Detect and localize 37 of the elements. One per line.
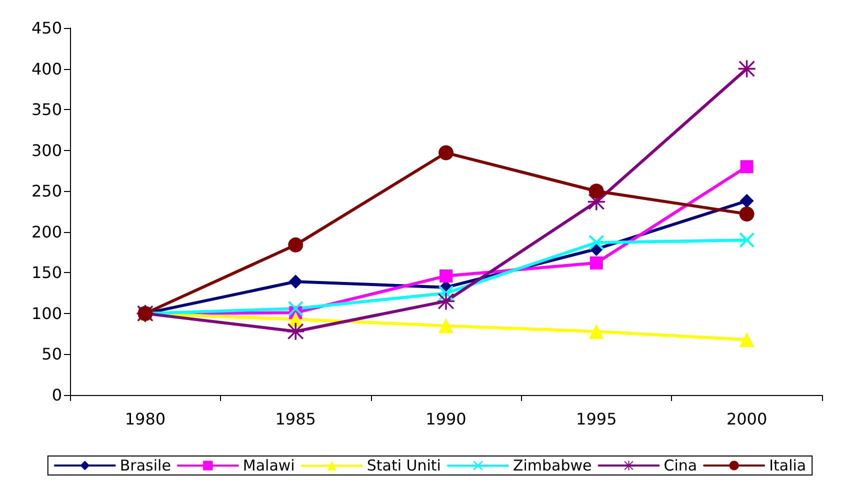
y-tick-label: 150 <box>31 263 62 282</box>
y-tick-label: 50 <box>42 344 62 364</box>
y-tick-label: 300 <box>31 140 62 160</box>
point <box>739 332 754 348</box>
y-tick-label: 400 <box>31 59 62 78</box>
y-tick-label: 0 <box>52 386 62 404</box>
x-tick-label: 1980 <box>124 410 166 428</box>
point <box>588 324 604 339</box>
x-tick-label: 1990 <box>426 410 466 428</box>
point <box>440 269 452 282</box>
legend-label: Brasile <box>120 456 171 474</box>
legend-label: Cina <box>664 456 698 474</box>
point <box>288 237 304 252</box>
point <box>740 160 754 174</box>
y-tick-label: 200 <box>31 222 62 242</box>
x-tick-label: 1985 <box>275 410 316 428</box>
point <box>438 145 454 160</box>
point <box>288 274 303 289</box>
point <box>288 301 304 316</box>
point <box>740 194 754 208</box>
legend-label: Malawi <box>242 456 295 474</box>
legend-label: Zimbabwe <box>512 456 592 474</box>
y-tick-label: 250 <box>31 182 62 201</box>
point <box>738 60 756 78</box>
point <box>588 234 604 250</box>
point <box>590 256 603 270</box>
y-tick-label: 450 <box>31 18 62 38</box>
y-tick-label: 350 <box>31 100 62 120</box>
x-tick-label: 1995 <box>576 410 617 428</box>
point <box>739 206 754 222</box>
point <box>438 318 454 334</box>
x-tick-label: 2000 <box>726 410 768 428</box>
point <box>588 184 604 199</box>
y-tick-label: 100 <box>31 304 62 323</box>
legend-label: Stati Uniti <box>366 456 441 474</box>
point <box>739 232 754 248</box>
legend-label: Italia <box>769 456 806 474</box>
